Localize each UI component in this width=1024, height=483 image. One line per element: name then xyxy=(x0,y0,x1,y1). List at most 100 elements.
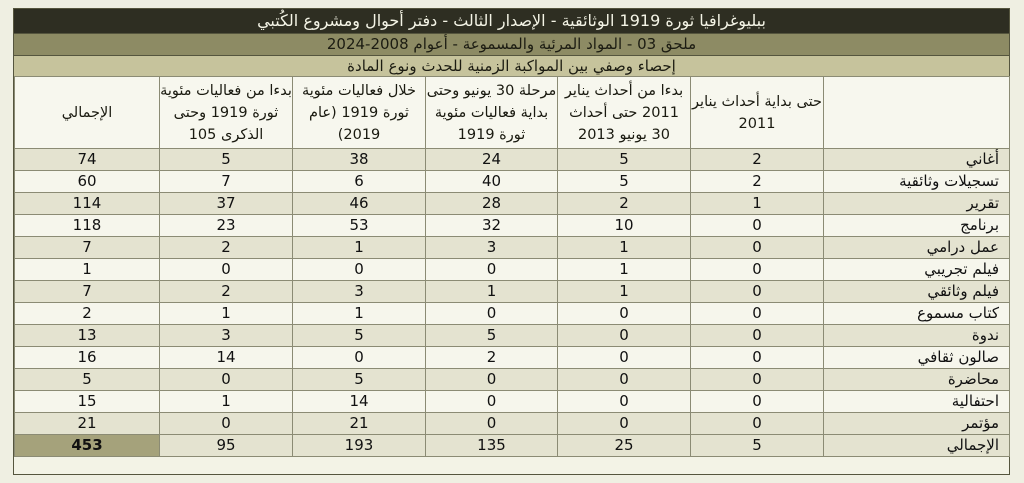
value-cell: 2 xyxy=(557,192,691,215)
value-cell: 2 xyxy=(159,280,293,303)
header-row: حتى بداية أحداث يناير 2011 بدءا من أحداث… xyxy=(14,76,1010,149)
table-row: برنامج 0 10 32 53 23 118 xyxy=(14,214,1010,237)
row-label: احتفالية xyxy=(823,390,1010,413)
value-cell: 46 xyxy=(292,192,426,215)
total-cell: 5 xyxy=(690,434,824,457)
value-cell: 24 xyxy=(425,148,558,171)
table-row: فيلم تجريبي 0 1 0 0 0 1 xyxy=(14,258,1010,281)
col-header-total: الإجمالي xyxy=(14,76,160,149)
value-cell: 118 xyxy=(14,214,160,237)
value-cell: 0 xyxy=(690,302,824,325)
value-cell: 6 xyxy=(292,170,426,193)
row-label: مؤتمر xyxy=(823,412,1010,435)
value-cell: 3 xyxy=(425,236,558,259)
value-cell: 1 xyxy=(425,280,558,303)
value-cell: 16 xyxy=(14,346,160,369)
table-row: محاضرة 0 0 0 5 0 5 xyxy=(14,368,1010,391)
row-label: فيلم تجريبي xyxy=(823,258,1010,281)
title-line-3: إحصاء وصفي بين المواكبة الزمنية للحدث ون… xyxy=(14,55,1009,76)
value-cell: 14 xyxy=(159,346,293,369)
value-cell: 3 xyxy=(159,324,293,347)
table-row: تسجيلات وثائقية 2 5 40 6 7 60 xyxy=(14,170,1010,193)
value-cell: 1 xyxy=(159,390,293,413)
value-cell: 114 xyxy=(14,192,160,215)
row-label: ندوة xyxy=(823,324,1010,347)
table-row: مؤتمر 0 0 0 21 0 21 xyxy=(14,412,1010,435)
col-header-period-1: حتى بداية أحداث يناير 2011 xyxy=(690,76,824,149)
value-cell: 0 xyxy=(557,368,691,391)
total-cell: 135 xyxy=(425,434,558,457)
value-cell: 28 xyxy=(425,192,558,215)
value-cell: 0 xyxy=(690,236,824,259)
table-row: احتفالية 0 0 0 14 1 15 xyxy=(14,390,1010,413)
value-cell: 0 xyxy=(557,412,691,435)
col-header-type xyxy=(823,76,1010,149)
value-cell: 0 xyxy=(159,412,293,435)
table-row: تقرير 1 2 28 46 37 114 xyxy=(14,192,1010,215)
row-label: أغاني xyxy=(823,148,1010,171)
value-cell: 7 xyxy=(14,280,160,303)
value-cell: 1 xyxy=(292,236,426,259)
value-cell: 0 xyxy=(292,258,426,281)
row-label: كتاب مسموع xyxy=(823,302,1010,325)
grand-total-cell: 453 xyxy=(14,434,160,457)
value-cell: 21 xyxy=(292,412,426,435)
value-cell: 2 xyxy=(14,302,160,325)
value-cell: 2 xyxy=(690,148,824,171)
title-line-1: ببليوغرافيا ثورة 1919 الوثائقية - الإصدا… xyxy=(14,9,1009,33)
value-cell: 0 xyxy=(690,346,824,369)
value-cell: 1 xyxy=(557,258,691,281)
table-row: ندوة 0 0 5 5 3 13 xyxy=(14,324,1010,347)
value-cell: 0 xyxy=(690,368,824,391)
table-row: صالون ثقافي 0 0 2 0 14 16 xyxy=(14,346,1010,369)
row-label: صالون ثقافي xyxy=(823,346,1010,369)
value-cell: 5 xyxy=(292,368,426,391)
value-cell: 1 xyxy=(159,302,293,325)
table-row: فيلم وثائقي 0 1 1 3 2 7 xyxy=(14,280,1010,303)
col-header-period-2: بدءا من أحداث يناير 2011 حتى أحداث 30 يو… xyxy=(557,76,691,149)
value-cell: 1 xyxy=(557,236,691,259)
row-label: فيلم وثائقي xyxy=(823,280,1010,303)
value-cell: 38 xyxy=(292,148,426,171)
value-cell: 0 xyxy=(690,258,824,281)
value-cell: 0 xyxy=(425,390,558,413)
col-header-period-4: خلال فعاليات مئوية ثورة 1919 (عام 2019) xyxy=(292,76,426,149)
value-cell: 5 xyxy=(557,148,691,171)
value-cell: 23 xyxy=(159,214,293,237)
value-cell: 53 xyxy=(292,214,426,237)
value-cell: 5 xyxy=(159,148,293,171)
value-cell: 0 xyxy=(690,324,824,347)
value-cell: 0 xyxy=(425,412,558,435)
value-cell: 0 xyxy=(557,390,691,413)
value-cell: 1 xyxy=(292,302,426,325)
value-cell: 1 xyxy=(557,280,691,303)
value-cell: 40 xyxy=(425,170,558,193)
value-cell: 15 xyxy=(14,390,160,413)
value-cell: 2 xyxy=(159,236,293,259)
value-cell: 0 xyxy=(690,214,824,237)
value-cell: 37 xyxy=(159,192,293,215)
value-cell: 10 xyxy=(557,214,691,237)
value-cell: 60 xyxy=(14,170,160,193)
value-cell: 5 xyxy=(14,368,160,391)
value-cell: 0 xyxy=(425,302,558,325)
value-cell: 2 xyxy=(690,170,824,193)
totals-label: الإجمالي xyxy=(823,434,1010,457)
table-row: عمل درامي 0 1 3 1 2 7 xyxy=(14,236,1010,259)
row-label: عمل درامي xyxy=(823,236,1010,259)
value-cell: 5 xyxy=(425,324,558,347)
value-cell: 32 xyxy=(425,214,558,237)
value-cell: 0 xyxy=(292,346,426,369)
value-cell: 5 xyxy=(292,324,426,347)
report-frame: ببليوغرافيا ثورة 1919 الوثائقية - الإصدا… xyxy=(13,8,1010,475)
value-cell: 2 xyxy=(425,346,558,369)
totals-row: الإجمالي 5 25 135 193 95 453 xyxy=(14,434,1010,457)
value-cell: 0 xyxy=(425,258,558,281)
value-cell: 0 xyxy=(557,302,691,325)
col-header-period-5: بدءا من فعاليات مئوية ثورة 1919 وحتى الذ… xyxy=(159,76,293,149)
title-line-2: ملحق 03 - المواد المرئية والمسموعة - أعو… xyxy=(14,33,1009,55)
total-cell: 193 xyxy=(292,434,426,457)
col-header-period-3: مرحلة 30 يونيو وحتى بداية فعاليات مئوية … xyxy=(425,76,558,149)
value-cell: 0 xyxy=(159,258,293,281)
value-cell: 21 xyxy=(14,412,160,435)
